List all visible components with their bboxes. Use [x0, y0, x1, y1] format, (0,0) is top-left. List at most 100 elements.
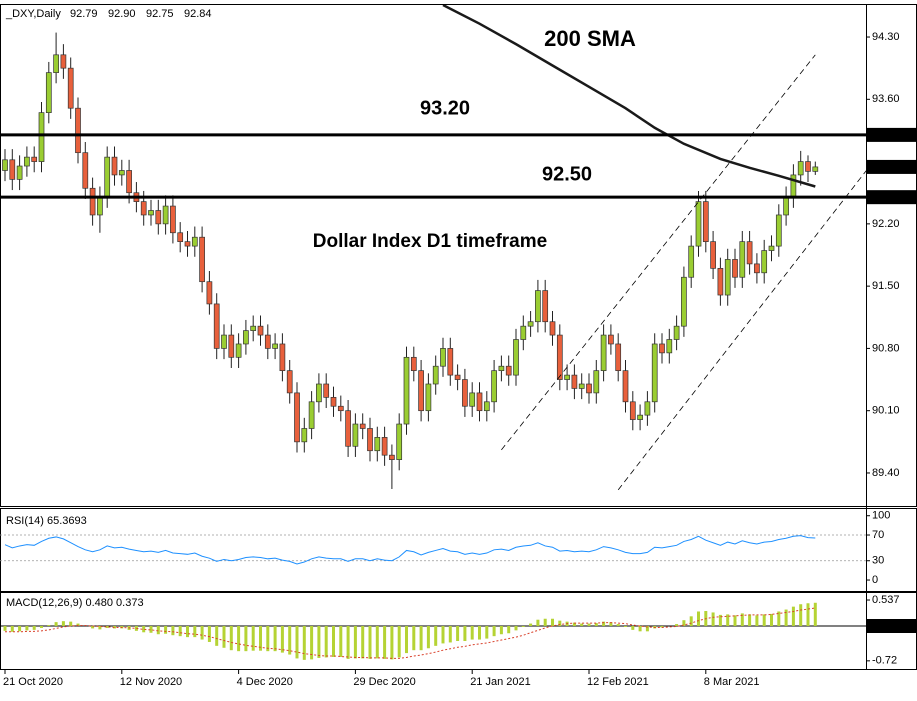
- candle-body: [31, 156, 38, 162]
- macd-bar: [156, 626, 160, 635]
- macd-bar: [207, 626, 211, 642]
- candle-body: [797, 161, 804, 176]
- x-tick-label: 12 Feb 2021: [587, 676, 649, 688]
- candle-body: [542, 290, 549, 323]
- candle-body: [564, 374, 570, 380]
- macd-bar: [624, 626, 627, 627]
- candle-body: [381, 437, 388, 456]
- macd-bar: [813, 602, 817, 626]
- candle-body: [688, 245, 695, 278]
- candle-body: [739, 241, 746, 278]
- level-annotation: 92.50: [542, 163, 592, 185]
- main-plot: [2, 5, 866, 491]
- candle-body: [491, 370, 497, 403]
- candle-body: [140, 201, 147, 216]
- macd-bar: [470, 626, 474, 640]
- header-value: 92.84: [184, 8, 212, 20]
- candle-body: [681, 276, 687, 327]
- level-price-box: [867, 190, 917, 205]
- macd-bar: [244, 626, 248, 652]
- signal-line: [5, 607, 816, 659]
- candle-body: [673, 325, 680, 340]
- macd-bar: [638, 626, 642, 632]
- candle-body: [323, 383, 330, 398]
- zero-box: [867, 619, 917, 633]
- candle-body: [527, 321, 534, 327]
- candle-body: [272, 343, 278, 349]
- candle-body: [513, 339, 519, 376]
- macd-bar: [689, 616, 693, 626]
- macd-bar: [412, 626, 416, 651]
- macd-bar: [32, 626, 36, 630]
- candle-body: [768, 245, 775, 251]
- y-tick-label: 70: [872, 529, 884, 541]
- candle-body: [82, 152, 89, 189]
- sma-annotation: 200 SMA: [544, 26, 636, 51]
- macd-bar: [514, 626, 518, 631]
- candle-body: [622, 370, 629, 403]
- macd-bar: [164, 626, 168, 634]
- candle-body: [337, 405, 344, 412]
- candle-body: [775, 214, 782, 247]
- candle-body: [717, 267, 724, 296]
- candle-body: [191, 236, 198, 247]
- y-tick-label: 0.537: [872, 594, 900, 606]
- macd-bar: [229, 626, 233, 651]
- candle-body: [199, 236, 205, 283]
- macd-bar: [456, 626, 460, 641]
- level-price-label: 93.20: [872, 129, 900, 141]
- macd-bar: [770, 613, 773, 626]
- macd-bar: [718, 614, 722, 626]
- candle-body: [45, 72, 52, 114]
- candle-body: [228, 334, 235, 358]
- macd-bar: [441, 626, 445, 644]
- macd-bar: [748, 614, 752, 626]
- y-tick-label: 100: [872, 510, 890, 522]
- header-value: 92.90: [108, 8, 136, 20]
- candle-body: [790, 174, 797, 198]
- candle-body: [250, 325, 257, 331]
- macd-bar: [507, 626, 511, 634]
- macd-bar: [200, 626, 204, 640]
- candle-body: [9, 159, 16, 180]
- macd-bar: [777, 611, 781, 626]
- candle-body: [374, 437, 381, 452]
- candle-body: [615, 343, 622, 372]
- macd-bar: [54, 622, 58, 626]
- candle-body: [330, 396, 337, 407]
- panel-title: _DXY,Daily: [5, 8, 61, 20]
- candle-body: [535, 290, 541, 323]
- macd-bar: [310, 626, 314, 660]
- candle-body: [520, 325, 527, 340]
- candle-body: [637, 414, 643, 420]
- macd-bar: [178, 626, 182, 637]
- macd-bar: [61, 621, 65, 626]
- candle-body: [571, 374, 578, 389]
- candle-body: [651, 343, 658, 403]
- candle-body: [97, 196, 103, 216]
- y-tick-label: 90.10: [872, 405, 900, 417]
- macd-bar: [302, 626, 306, 660]
- candle-body: [257, 325, 264, 336]
- macd-bar: [536, 619, 540, 626]
- candle-body: [746, 241, 753, 265]
- candle-body: [359, 423, 366, 429]
- channel-line: [501, 54, 816, 451]
- candle-body: [235, 343, 242, 358]
- macd-bar: [98, 626, 102, 630]
- candle-body: [308, 401, 315, 429]
- sma-line: [442, 5, 816, 188]
- candle-body: [783, 196, 789, 216]
- candle-body: [53, 54, 59, 73]
- macd-bar: [47, 625, 51, 626]
- macd-bar: [616, 624, 620, 626]
- candle-body: [264, 334, 271, 349]
- y-tick-label: 93.60: [872, 93, 900, 105]
- candle-body: [213, 303, 220, 349]
- candle-body: [447, 348, 454, 376]
- candle-body: [301, 428, 308, 443]
- macd-bar: [463, 626, 467, 641]
- channel-line: [617, 170, 866, 491]
